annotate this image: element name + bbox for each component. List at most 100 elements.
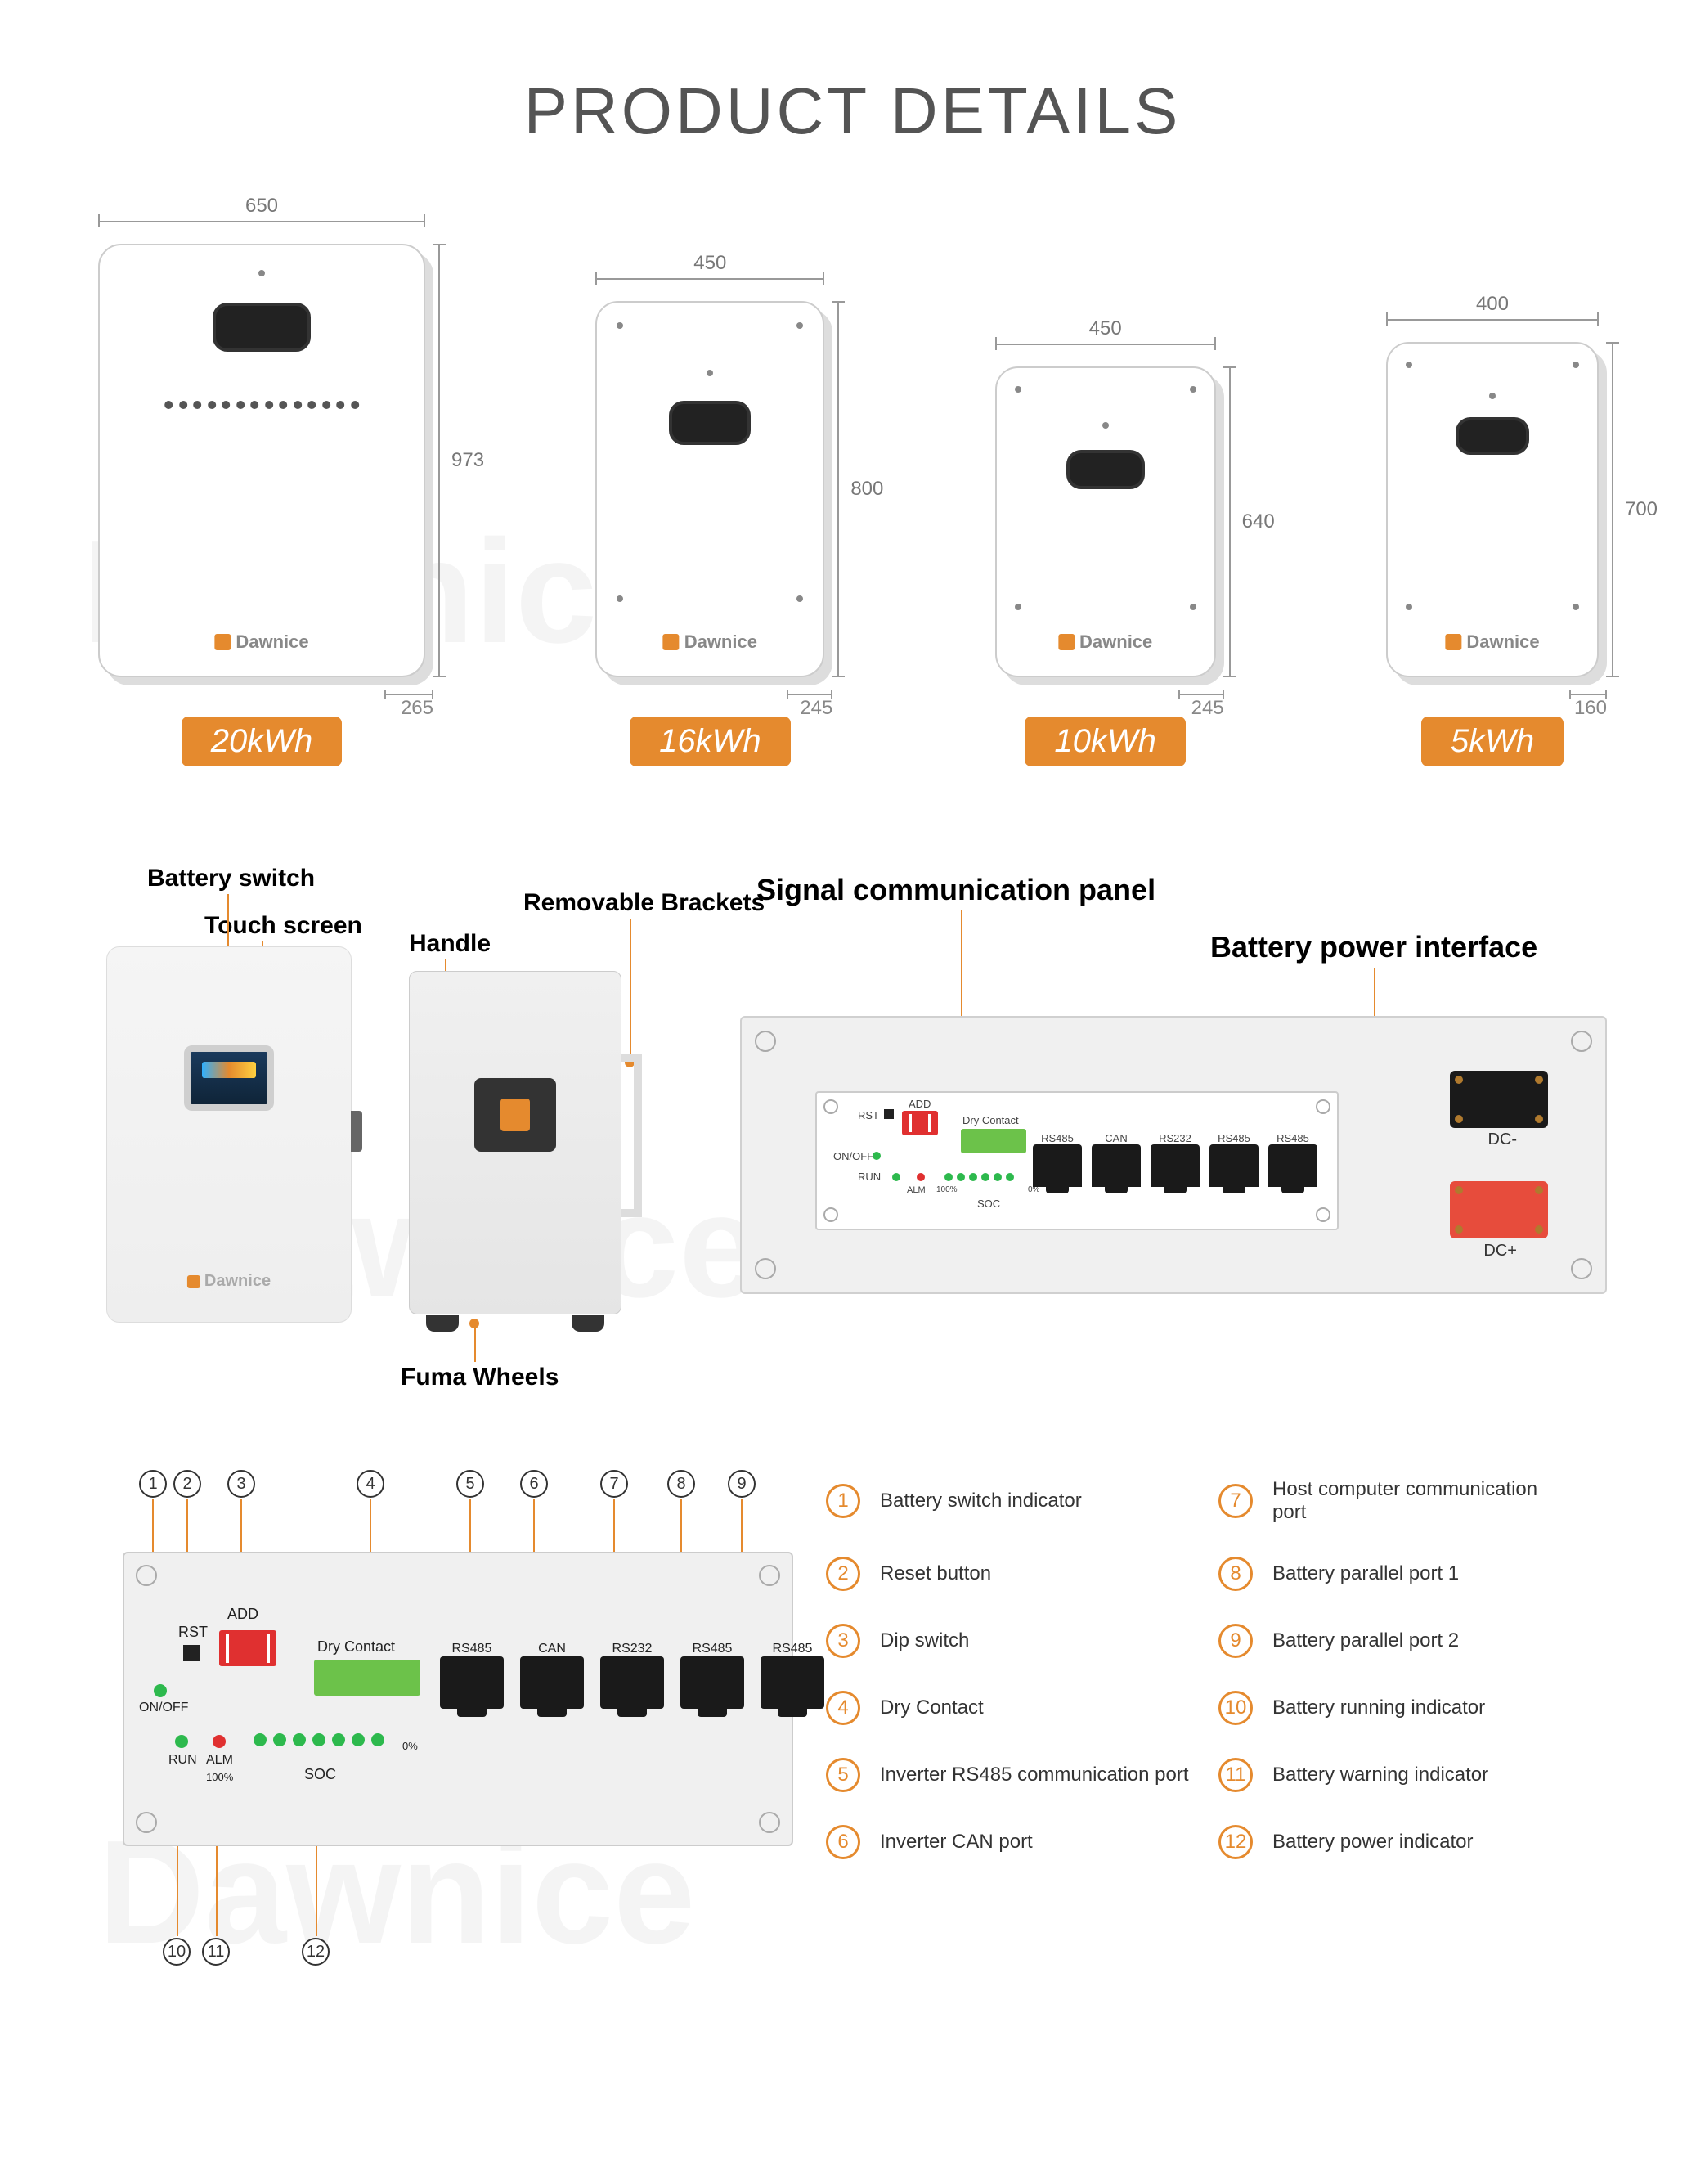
touch-screen-icon [1456,417,1529,455]
led-icon [154,1684,167,1697]
dim-height: 640 [1221,366,1254,677]
rj45-port-icon [1033,1144,1082,1187]
callout-num-2: 2 [173,1470,201,1498]
rj45-port-icon [680,1656,744,1709]
screw-icon [1571,1258,1592,1279]
dim-height: 800 [829,301,862,677]
label-handle: Handle [409,930,491,958]
back-view-unit [409,971,621,1314]
label-rst: RST [858,1109,879,1121]
label-battery-switch: Battery switch [147,865,315,892]
legend: 1Battery switch indicator 7Host computer… [826,1478,1562,1859]
callout-num-12: 12 [302,1938,330,1966]
vent-icons [164,401,359,409]
rst-button-icon [183,1645,200,1661]
legend-item: 10Battery running indicator [1218,1691,1562,1725]
wheel-icon [572,1315,604,1332]
screw-icon [755,1258,776,1279]
product-10kwh: 450 Dawnice 640 245 10kWh [995,329,1216,766]
legend-item: 2Reset button [826,1557,1218,1591]
brand-logo: Dawnice [187,1272,271,1291]
rst-button-icon [884,1109,894,1119]
dim-height: 973 [430,244,463,677]
page-title: PRODUCT DETAILS [0,0,1705,206]
label-removable-brackets: Removable Brackets [523,889,765,917]
rj45-port-icon [1268,1144,1317,1187]
screw-icon [1571,1031,1592,1052]
products-row: 650 Dawnice 973 265 20kWh 450 [0,206,1705,766]
callout-num-8: 8 [667,1470,695,1498]
callout-num-7: 7 [600,1470,628,1498]
battery-switch-icon [351,1111,362,1152]
label-onoff: ON/OFF [139,1701,188,1715]
label-rst: RST [178,1624,208,1641]
dc-minus-terminal-icon [1450,1071,1548,1128]
rj45-port-icon [440,1656,504,1709]
product-20kwh: 650 Dawnice 973 265 20kWh [98,206,425,766]
interface-panel: RST ADD Dry Contact ON/OFF RUN ALM 100% … [740,1016,1607,1294]
device-body: Dawnice [98,244,425,677]
label-soc: SOC [977,1198,1000,1210]
product-5kwh: 400 Dawnice 700 160 5kWh [1386,304,1599,766]
label-power-interface: Battery power interface [1210,930,1537,964]
label-add: ADD [227,1606,258,1623]
dim-depth-value: 265 [401,697,433,720]
led-icon [175,1735,188,1748]
label-dcminus: DC- [1487,1130,1517,1149]
wheel-icon [426,1315,459,1332]
dim-width-value: 650 [245,195,278,218]
signal-panel-board: RST ADD Dry Contact ON/OFF RUN ALM 100% … [815,1091,1339,1230]
legend-item: 6Inverter CAN port [826,1825,1218,1859]
label-onoff: ON/OFF [833,1150,873,1162]
label-0: 0% [402,1740,418,1752]
screw-icon [136,1565,157,1586]
callout-num-11: 11 [202,1938,230,1966]
brand-logo: Dawnice [1445,631,1539,653]
label-alm: ALM [907,1185,926,1195]
rj45-port-icon [761,1656,824,1709]
bracket-icon [621,1054,642,1217]
label-fuma-wheels: Fuma Wheels [401,1364,559,1391]
legend-item: 1Battery switch indicator [826,1478,1218,1524]
dim-height: 700 [1604,342,1636,677]
label-100: 100% [936,1185,958,1194]
rj45-port-icon [600,1656,664,1709]
touch-screen-icon [213,303,311,352]
capacity-badge: 10kWh [1025,717,1186,766]
dim-width: 450 [595,263,824,296]
led-icon [892,1173,900,1181]
dry-contact-icon [961,1129,1026,1153]
touch-screen-icon [669,401,751,445]
label-dcplus: DC+ [1483,1242,1517,1261]
rj45-row: RS485 CAN RS232 RS485 RS485 [440,1642,824,1709]
dim-depth-value: 245 [800,697,832,720]
soc-leds [254,1733,384,1746]
capacity-badge: 16kWh [630,717,791,766]
rj45-port-icon [520,1656,584,1709]
led-icon [917,1173,925,1181]
brand-logo: Dawnice [663,631,757,653]
dim-width: 450 [995,329,1216,362]
label-add: ADD [909,1098,931,1110]
callout-num-1: 1 [139,1470,167,1498]
legend-item: 8Battery parallel port 1 [1218,1557,1562,1591]
dim-depth-value: 160 [1574,697,1607,720]
label-dry-contact: Dry Contact [962,1114,1019,1126]
dim-width: 650 [98,206,425,239]
legend-item: 11Battery warning indicator [1218,1758,1562,1792]
rj45-port-icon [1092,1144,1141,1187]
handle-icon [474,1078,556,1152]
dip-switch-icon [902,1111,938,1135]
legend-item: 3Dip switch [826,1624,1218,1658]
legend-item: 12Battery power indicator [1218,1825,1562,1859]
callout-num-6: 6 [520,1470,548,1498]
callout-num-9: 9 [728,1470,756,1498]
device-body: Dawnice [1386,342,1599,677]
screw-icon [759,1565,780,1586]
capacity-badge: 20kWh [182,717,343,766]
panel-detail: RST ADD Dry Contact ON/OFF RUN ALM 100% … [123,1552,793,1846]
callout-num-3: 3 [227,1470,255,1498]
capacity-badge: 5kWh [1421,717,1564,766]
led-icon [213,1735,226,1748]
dip-switch-icon [219,1630,276,1666]
